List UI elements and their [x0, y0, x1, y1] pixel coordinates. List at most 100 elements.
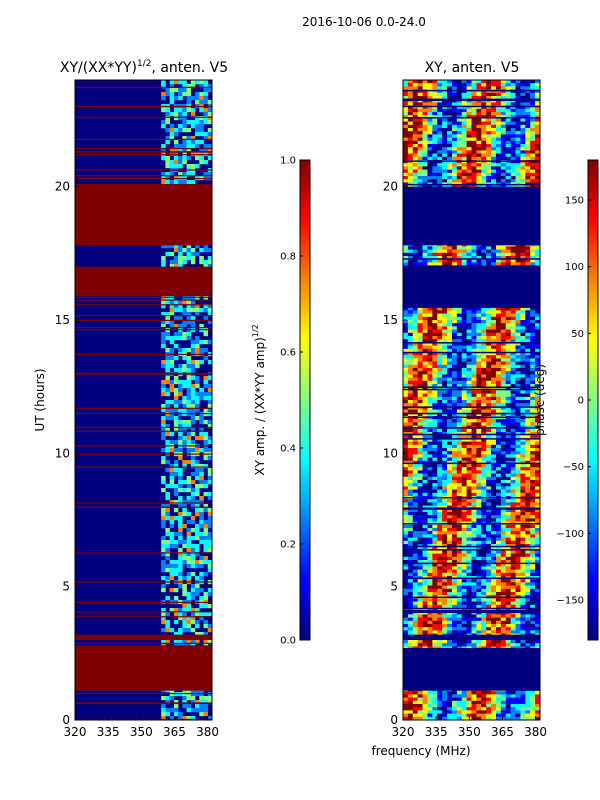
right-phase-cell [432, 492, 438, 497]
right-phase-cell [500, 131, 507, 135]
right-phase-cell [466, 329, 472, 333]
left-rfi-cell [182, 524, 187, 529]
right-phase-cell [412, 473, 418, 477]
left-rfi-cell [173, 316, 179, 321]
right-phase-cell [437, 326, 443, 330]
right-phase-cell [427, 313, 433, 317]
right-phase-cell [412, 329, 418, 333]
left-rfi-cell [178, 364, 183, 369]
right-phase-cell [491, 310, 497, 314]
left-rfi-cell [178, 108, 183, 113]
right-phase-cell [530, 169, 536, 173]
right-phase-cell [403, 380, 409, 385]
right-phase-cell [505, 112, 511, 116]
left-rfi-cell [165, 136, 170, 141]
left-rfi-cell [169, 536, 175, 541]
left-rfi-cell [186, 180, 192, 185]
left-rfi-cell [161, 608, 166, 613]
right-phase-cell [495, 112, 502, 116]
right-phase-cell [417, 403, 423, 407]
right-phase-cell [471, 480, 477, 484]
right-phase-cell [530, 412, 536, 417]
right-phase-cell [481, 86, 487, 90]
right-phase-cell [491, 412, 497, 417]
right-phase-cell [422, 259, 428, 263]
left-rfi-cell [199, 348, 204, 353]
right-phase-cell [520, 153, 526, 157]
right-phase-cell [515, 105, 521, 109]
right-phase-cell [456, 467, 463, 471]
right-phase-cell [417, 432, 423, 436]
right-phase-cell [495, 390, 502, 394]
right-phase-cell [437, 105, 443, 109]
right-phase-cell [486, 102, 492, 106]
right-phase-cell [461, 179, 467, 183]
right-panel-title: XY, anten. V5 [425, 60, 520, 76]
right-phase-cell [447, 492, 453, 497]
right-phase-cell [466, 403, 472, 407]
left-rfi-cell [161, 640, 166, 645]
left-rfi-cell [186, 716, 192, 721]
right-phase-cell [432, 480, 438, 484]
left-rfi-cell [190, 348, 196, 353]
right-phase-cell [491, 256, 497, 260]
right-phase-cell [456, 428, 463, 433]
right-phase-cell [412, 441, 418, 445]
left-rfi-cell [173, 544, 179, 549]
right-phase-cell [407, 105, 414, 109]
right-phase-cell [437, 252, 443, 257]
right-phase-cell [407, 419, 414, 423]
left-rfi-cell [186, 256, 192, 261]
right-phase-cell [466, 400, 472, 404]
right-phase-cell [486, 316, 492, 321]
right-phase-cell [505, 83, 511, 87]
right-phase-cell [510, 492, 516, 497]
right-phase-cell [417, 374, 423, 378]
left-rfi-cell [199, 468, 204, 473]
right-phase-cell [456, 345, 463, 349]
right-phase-cell [432, 246, 438, 250]
left-rfi-cell [165, 164, 170, 169]
left-rfi-cell [199, 448, 204, 453]
right-phase-cell [515, 400, 521, 404]
left-rfi-cell [178, 564, 183, 569]
right-phase-cell [530, 249, 536, 253]
left-rfi-cell [199, 564, 204, 569]
left-rfi-cell [178, 480, 183, 485]
right-phase-cell [530, 473, 536, 477]
right-phase-cell [476, 438, 482, 442]
right-phase-cell [427, 329, 433, 333]
right-phase-cell [466, 428, 472, 433]
right-phase-cell [427, 179, 433, 183]
right-phase-cell [495, 313, 502, 317]
left-rfi-cell [203, 704, 209, 709]
right-phase-cell [407, 364, 414, 369]
right-phase-cell [456, 166, 463, 170]
right-phase-cell [495, 393, 502, 397]
right-phase-cell [442, 444, 448, 449]
right-phase-cell [510, 147, 516, 151]
right-phase-cell [471, 380, 477, 385]
right-phase-cell [471, 342, 477, 346]
right-phase-cell [447, 124, 453, 129]
right-phase-cell [432, 115, 438, 119]
right-phase-cell [466, 409, 472, 413]
right-phase-cell [476, 329, 482, 333]
right-phase-cell [447, 406, 453, 410]
right-phase-cell [403, 384, 409, 388]
left-rfi-cell [178, 584, 183, 589]
left-rfi-cell [173, 116, 179, 121]
right-phase-cell [442, 131, 448, 135]
right-phase-cell [456, 473, 463, 477]
right-phase-cell [515, 396, 521, 401]
right-phase-cell [461, 134, 467, 138]
right-phase-cell [491, 464, 497, 468]
right-phase-cell [403, 390, 409, 394]
right-phase-cell [427, 316, 433, 321]
left-rfi-cell [182, 368, 187, 373]
right-phase-cell [520, 470, 526, 474]
right-phase-cell [530, 352, 536, 356]
right-phase-cell [417, 390, 423, 394]
left-rfi-cell [169, 516, 175, 521]
left-rfi-cell [165, 492, 170, 497]
